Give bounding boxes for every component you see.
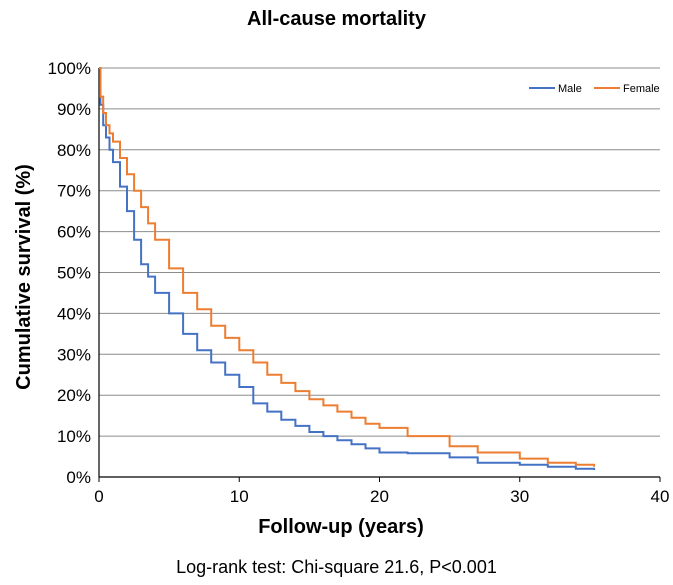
y-tick-label: 80%	[57, 141, 91, 160]
axes	[98, 68, 661, 482]
y-tick-label: 60%	[57, 223, 91, 242]
y-tick-label: 50%	[57, 264, 91, 283]
tick-labels: 0% 10% 20% 30% 40% 50% 60% 70% 80% 90% 100% 0 10 20 30…	[48, 59, 670, 506]
legend: Male Female	[529, 83, 660, 95]
x-tick-label: 0	[94, 487, 103, 506]
y-tick-label: 90%	[57, 100, 91, 119]
y-axis-title: Cumulative survival (%)	[13, 164, 35, 390]
chart-title: All-cause mortality	[247, 8, 426, 30]
y-tick-label: 0%	[66, 468, 91, 487]
legend-label-male: Male	[558, 83, 582, 95]
y-tick-label: 40%	[57, 304, 91, 323]
footnote: Log-rank test: Chi-square 21.6, P<0.001	[176, 557, 497, 577]
x-tick-label: 20	[370, 487, 389, 506]
grid-lines	[99, 67, 660, 437]
x-tick-label: 10	[230, 487, 249, 506]
x-tick-label: 40	[651, 487, 670, 506]
legend-label-female: Female	[623, 83, 660, 95]
y-tick-label: 70%	[57, 182, 91, 201]
series-line-female	[99, 67, 596, 467]
y-tick-label: 10%	[57, 427, 91, 446]
series-line-male	[99, 67, 596, 470]
series-lines	[99, 67, 596, 470]
y-tick-label: 100%	[48, 59, 91, 78]
x-tick-label: 30	[510, 487, 529, 506]
y-tick-label: 30%	[57, 345, 91, 364]
y-tick-label: 20%	[57, 386, 91, 405]
x-axis-title: Follow-up (years)	[258, 516, 424, 538]
